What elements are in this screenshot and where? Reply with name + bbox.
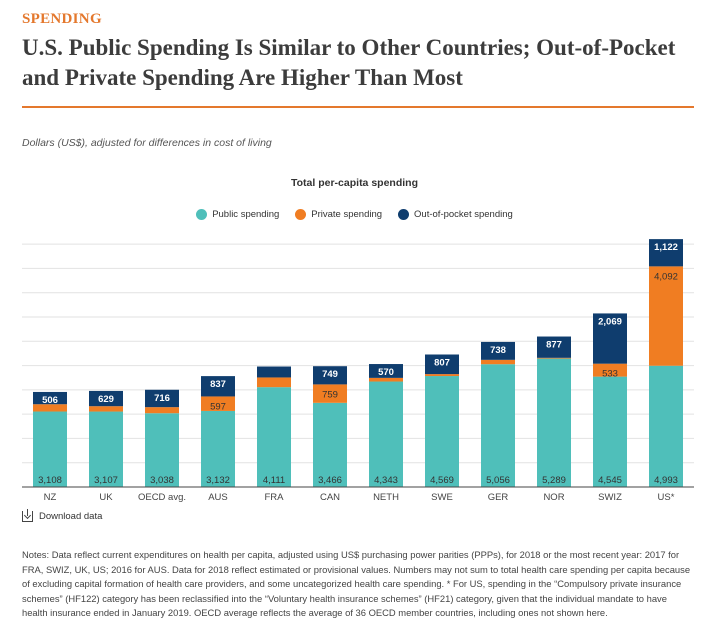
x-tick-label: NOR — [543, 492, 564, 503]
bar-segment-oop — [649, 239, 683, 267]
bar-segment-private — [313, 384, 347, 403]
bar-segment-public — [537, 358, 571, 487]
bar-segment-public — [313, 402, 347, 487]
data-label-oop: 749 — [322, 369, 338, 380]
bar-segment-oop — [257, 366, 291, 378]
data-label-public: 3,038 — [150, 475, 174, 486]
download-icon — [22, 509, 33, 522]
data-label-private: 4,092 — [654, 271, 678, 282]
data-label-public: 4,545 — [598, 475, 622, 486]
data-label-public: 5,289 — [542, 475, 566, 486]
data-label-oop: 716 — [154, 393, 170, 404]
data-label-oop: 738 — [490, 345, 506, 356]
x-tick-label: UK — [99, 492, 113, 503]
bar-segment-public — [257, 387, 291, 487]
legend-label-private: Private spending — [311, 209, 383, 220]
bar-segment-public — [649, 365, 683, 487]
legend-label-public: Public spending — [212, 209, 280, 220]
bar-segment-private — [201, 396, 235, 411]
title-divider — [22, 106, 694, 108]
x-tick-label: SWIZ — [598, 492, 622, 503]
legend-label-oop: Out-of-pocket spending — [414, 209, 513, 220]
bar-segment-private — [481, 359, 515, 365]
chart-notes: Notes: Data reflect current expenditures… — [22, 549, 691, 618]
bar-segment-public — [593, 376, 627, 487]
bar-segment-public — [369, 381, 403, 487]
bar-segment-oop — [313, 366, 347, 385]
x-tick-label: FRA — [265, 492, 285, 503]
data-label-oop: 877 — [546, 340, 562, 351]
data-label-oop: 2,069 — [598, 316, 622, 327]
data-label-public: 5,056 — [486, 475, 510, 486]
x-tick-label: US* — [658, 492, 675, 503]
bar-segment-public — [145, 413, 179, 487]
data-label-oop: 1,122 — [654, 242, 678, 253]
chart-subtitle: Dollars (US$), adjusted for differences … — [22, 137, 272, 149]
x-tick-label: GER — [488, 492, 509, 503]
bar-segment-private — [89, 406, 123, 412]
data-label-private: 533 — [602, 369, 618, 380]
data-label-oop: 837 — [210, 379, 226, 390]
data-label-public: 4,569 — [430, 475, 454, 486]
legend-swatch-public — [196, 209, 208, 220]
bar-segment-oop — [425, 354, 459, 375]
bar-segment-private — [33, 404, 67, 412]
data-label-oop: 506 — [42, 395, 58, 406]
data-label-public: 4,343 — [374, 475, 398, 486]
bar-segment-oop — [201, 376, 235, 397]
data-label-private: 759 — [322, 389, 338, 400]
bar-segment-oop — [89, 390, 123, 407]
bar-segment-private — [145, 407, 179, 414]
bar-segment-public — [481, 364, 515, 487]
x-tick-label: AUS — [208, 492, 228, 503]
data-label-public: 3,107 — [94, 475, 118, 486]
data-label-private: 597 — [210, 401, 226, 412]
legend-item-public: Public spending — [196, 209, 279, 220]
bar-segment-public — [33, 411, 67, 487]
bar-segment-private — [369, 377, 403, 382]
data-label-oop: 807 — [434, 357, 450, 368]
bar-segment-public — [201, 410, 235, 487]
x-tick-label: CAN — [320, 492, 340, 503]
bar-segment-oop — [481, 341, 515, 360]
bar-segment-public — [89, 411, 123, 487]
bar-segment-private — [425, 374, 459, 377]
section-kicker: SPENDING — [22, 11, 102, 27]
data-label-oop: 570 — [378, 367, 394, 378]
data-label-public: 3,108 — [38, 475, 62, 486]
bar-segment-private — [649, 266, 683, 366]
chart-title: Total per-capita spending — [291, 177, 418, 189]
x-tick-label: NZ — [44, 492, 57, 503]
bar-segment-oop — [145, 389, 179, 408]
x-tick-label: NETH — [373, 492, 399, 503]
bar-segment-private — [537, 357, 571, 359]
data-label-public: 4,993 — [654, 475, 678, 486]
data-label-oop: 629 — [98, 394, 114, 405]
x-tick-label: OECD avg. — [138, 492, 186, 503]
data-label-public: 3,132 — [206, 475, 230, 486]
bar-segment-public — [425, 376, 459, 487]
bar-segment-oop — [33, 391, 67, 405]
chart-legend: Public spending Private spending Out-of-… — [0, 209, 709, 220]
data-label-public: 3,466 — [318, 475, 342, 486]
x-tick-label: SWE — [431, 492, 453, 503]
bar-segment-private — [593, 363, 627, 377]
bar-segment-private — [257, 377, 291, 388]
bar-segment-oop — [593, 313, 627, 364]
bar-segment-oop — [369, 364, 403, 378]
data-label-public: 4,111 — [263, 475, 285, 486]
download-data-link[interactable]: Download data — [22, 509, 103, 522]
legend-item-oop: Out-of-pocket spending — [398, 209, 513, 220]
legend-item-private: Private spending — [295, 209, 382, 220]
bar-segment-oop — [537, 336, 571, 358]
legend-swatch-oop — [398, 209, 410, 220]
page-title: U.S. Public Spending Is Similar to Other… — [22, 35, 676, 90]
download-data-label: Download data — [39, 511, 103, 522]
legend-swatch-private — [295, 209, 307, 220]
